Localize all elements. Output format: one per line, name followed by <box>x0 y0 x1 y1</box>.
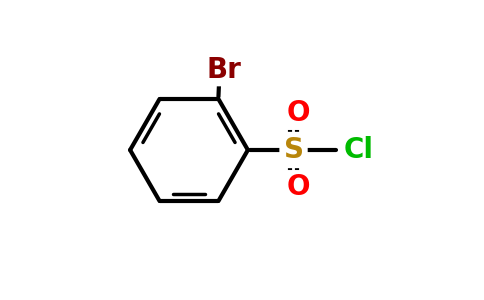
Text: S: S <box>284 136 303 164</box>
Text: Cl: Cl <box>344 136 374 164</box>
Text: O: O <box>286 99 310 127</box>
Text: Br: Br <box>206 56 241 84</box>
Text: O: O <box>286 173 310 201</box>
